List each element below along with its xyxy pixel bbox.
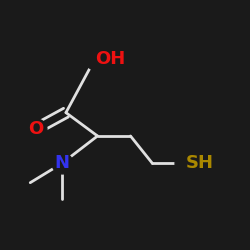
Text: SH: SH [186, 154, 214, 172]
Text: OH: OH [95, 50, 125, 68]
Text: N: N [54, 154, 69, 172]
Text: O: O [28, 120, 43, 138]
